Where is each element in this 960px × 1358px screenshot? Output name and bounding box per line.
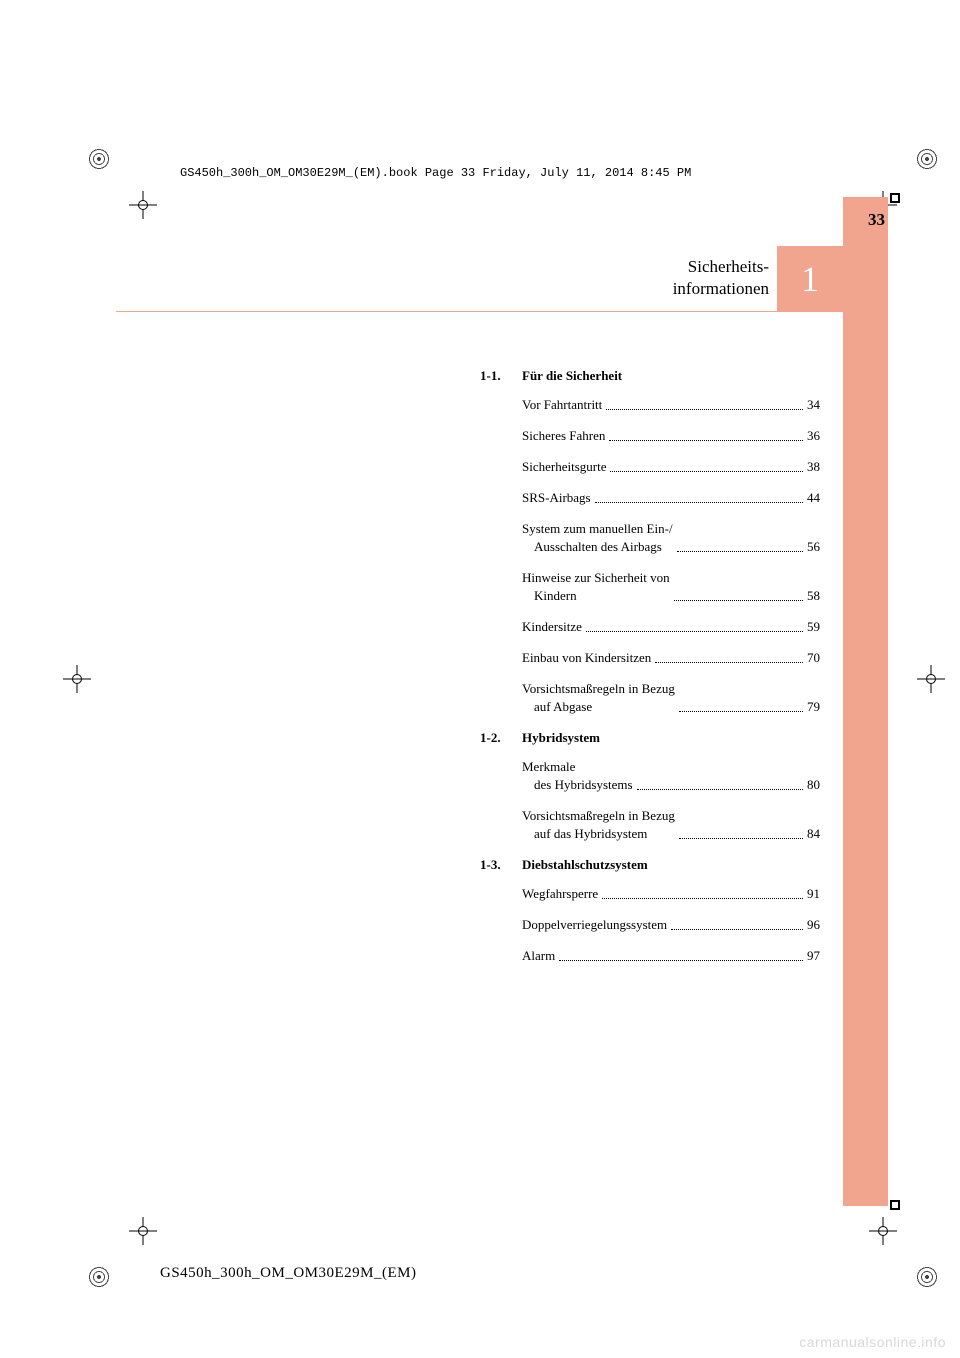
crop-mark-icon	[126, 1214, 160, 1248]
toc-entry: Vorsichtsmaßregeln in Bezugauf Abgase 79	[522, 680, 820, 716]
toc-leader-dots	[610, 471, 803, 472]
toc-entry-page: 80	[807, 776, 820, 794]
toc-entry: Hinweise zur Sicherheit vonKindern 58	[522, 569, 820, 605]
page-number: 33	[868, 210, 885, 230]
toc-entry-page: 38	[807, 458, 820, 476]
toc-entry-label: Alarm	[522, 947, 555, 965]
toc-entry: Vor Fahrtantritt 34	[522, 396, 820, 414]
toc-entries: Merkmaledes Hybridsystems 80 Vorsichtsmaßr…	[522, 758, 820, 843]
toc-entry: Kindersitze 59	[522, 618, 820, 636]
corner-square-icon	[890, 193, 900, 203]
watermark: carmanualsonline.info	[799, 1334, 946, 1350]
toc-leader-dots	[595, 502, 803, 503]
toc-entry: Einbau von Kindersitzen 70	[522, 649, 820, 667]
toc-section-title: Diebstahlschutzsystem	[522, 857, 648, 873]
toc-entry-label: Sicheres Fahren	[522, 427, 605, 445]
toc-entry-page: 59	[807, 618, 820, 636]
toc-entry: Wegfahrsperre 91	[522, 885, 820, 903]
toc-entry-page: 91	[807, 885, 820, 903]
toc-entry-page: 96	[807, 916, 820, 934]
toc-entry-label: Hinweise zur Sicherheit vonKindern	[522, 569, 670, 605]
chapter-title: Sicherheits- informationen	[673, 256, 769, 300]
toc-entry: Alarm 97	[522, 947, 820, 965]
toc-leader-dots	[674, 600, 803, 601]
corner-square-icon	[890, 1200, 900, 1210]
toc-entry-page: 44	[807, 489, 820, 507]
toc-entry: Doppelverriegelungssystem 96	[522, 916, 820, 934]
toc-entry-label: Wegfahrsperre	[522, 885, 598, 903]
toc-entry: Merkmaledes Hybridsystems 80	[522, 758, 820, 794]
toc-section-header: 1-2.Hybridsystem	[480, 730, 820, 746]
toc-leader-dots	[602, 898, 803, 899]
toc-entry: Vorsichtsmaßregeln in Bezugauf das Hybri…	[522, 807, 820, 843]
toc-leader-dots	[586, 631, 803, 632]
crop-mark-icon	[866, 1214, 900, 1248]
toc-entry-label: Einbau von Kindersitzen	[522, 649, 651, 667]
toc-entry-page: 56	[807, 538, 820, 556]
table-of-contents: 1-1.Für die Sicherheit Vor Fahrtantritt 34…	[480, 368, 820, 979]
toc-entry: Sicheres Fahren 36	[522, 427, 820, 445]
toc-entry: System zum manuellen Ein-/Ausschalten de…	[522, 520, 820, 556]
toc-section-number: 1-1.	[480, 368, 522, 384]
page-root: GS450h_300h_OM_OM30E29M_(EM).book Page 3…	[0, 0, 960, 1358]
registration-mark-icon	[914, 1264, 940, 1290]
crop-mark-icon	[126, 188, 160, 222]
toc-entry-label: Vorsichtsmaßregeln in Bezugauf Abgase	[522, 680, 675, 716]
crop-mark-icon	[60, 662, 94, 696]
toc-leader-dots	[679, 838, 803, 839]
toc-section-header: 1-1.Für die Sicherheit	[480, 368, 820, 384]
toc-section-title: Hybridsystem	[522, 730, 600, 746]
toc-leader-dots	[677, 551, 803, 552]
registration-mark-icon	[914, 146, 940, 172]
toc-entry-label: Vor Fahrtantritt	[522, 396, 602, 414]
toc-section-number: 1-2.	[480, 730, 522, 746]
toc-entries: Vor Fahrtantritt34Sicheres Fahren36Siche…	[522, 396, 820, 716]
toc-entry: SRS-Airbags 44	[522, 489, 820, 507]
toc-leader-dots	[671, 929, 803, 930]
toc-leader-dots	[606, 409, 803, 410]
toc-leader-dots	[679, 711, 803, 712]
toc-section-number: 1-3.	[480, 857, 522, 873]
toc-section-title: Für die Sicherheit	[522, 368, 622, 384]
toc-entry-label: Merkmaledes Hybridsystems	[522, 758, 633, 794]
toc-entry-page: 97	[807, 947, 820, 965]
chapter-title-line: Sicherheits-	[673, 256, 769, 278]
crop-mark-icon	[914, 662, 948, 696]
toc-entry-page: 34	[807, 396, 820, 414]
toc-leader-dots	[609, 440, 803, 441]
toc-entry-label: Vorsichtsmaßregeln in Bezugauf das Hybri…	[522, 807, 675, 843]
toc-entry-label: SRS-Airbags	[522, 489, 591, 507]
toc-leader-dots	[655, 662, 803, 663]
chapter-number-tab: 1	[777, 246, 843, 312]
toc-entry: Sicherheitsgurte 38	[522, 458, 820, 476]
registration-mark-icon	[86, 146, 112, 172]
toc-entry-label: Doppelverriegelungssystem	[522, 916, 667, 934]
toc-entry-page: 79	[807, 698, 820, 716]
toc-entry-label: Kindersitze	[522, 618, 582, 636]
footer-document-code: GS450h_300h_OM_OM30E29M_(EM)	[160, 1265, 417, 1282]
toc-entry-label: System zum manuellen Ein-/Ausschalten de…	[522, 520, 673, 556]
chapter-title-line: informationen	[673, 278, 769, 300]
toc-section-header: 1-3.Diebstahlschutzsystem	[480, 857, 820, 873]
toc-entry-page: 36	[807, 427, 820, 445]
toc-leader-dots	[637, 789, 803, 790]
registration-mark-icon	[86, 1264, 112, 1290]
print-header: GS450h_300h_OM_OM30E29M_(EM).book Page 3…	[180, 166, 691, 180]
toc-entries: Wegfahrsperre 91 Doppelverriegelungssystem…	[522, 885, 820, 965]
toc-entry-page: 84	[807, 825, 820, 843]
toc-entry-page: 70	[807, 649, 820, 667]
chapter-header: Sicherheits- informationen 1	[116, 246, 843, 312]
toc-entry-label: Sicherheitsgurte	[522, 458, 606, 476]
toc-leader-dots	[559, 960, 803, 961]
section-sidebar	[843, 197, 888, 1206]
toc-entry-page: 58	[807, 587, 820, 605]
